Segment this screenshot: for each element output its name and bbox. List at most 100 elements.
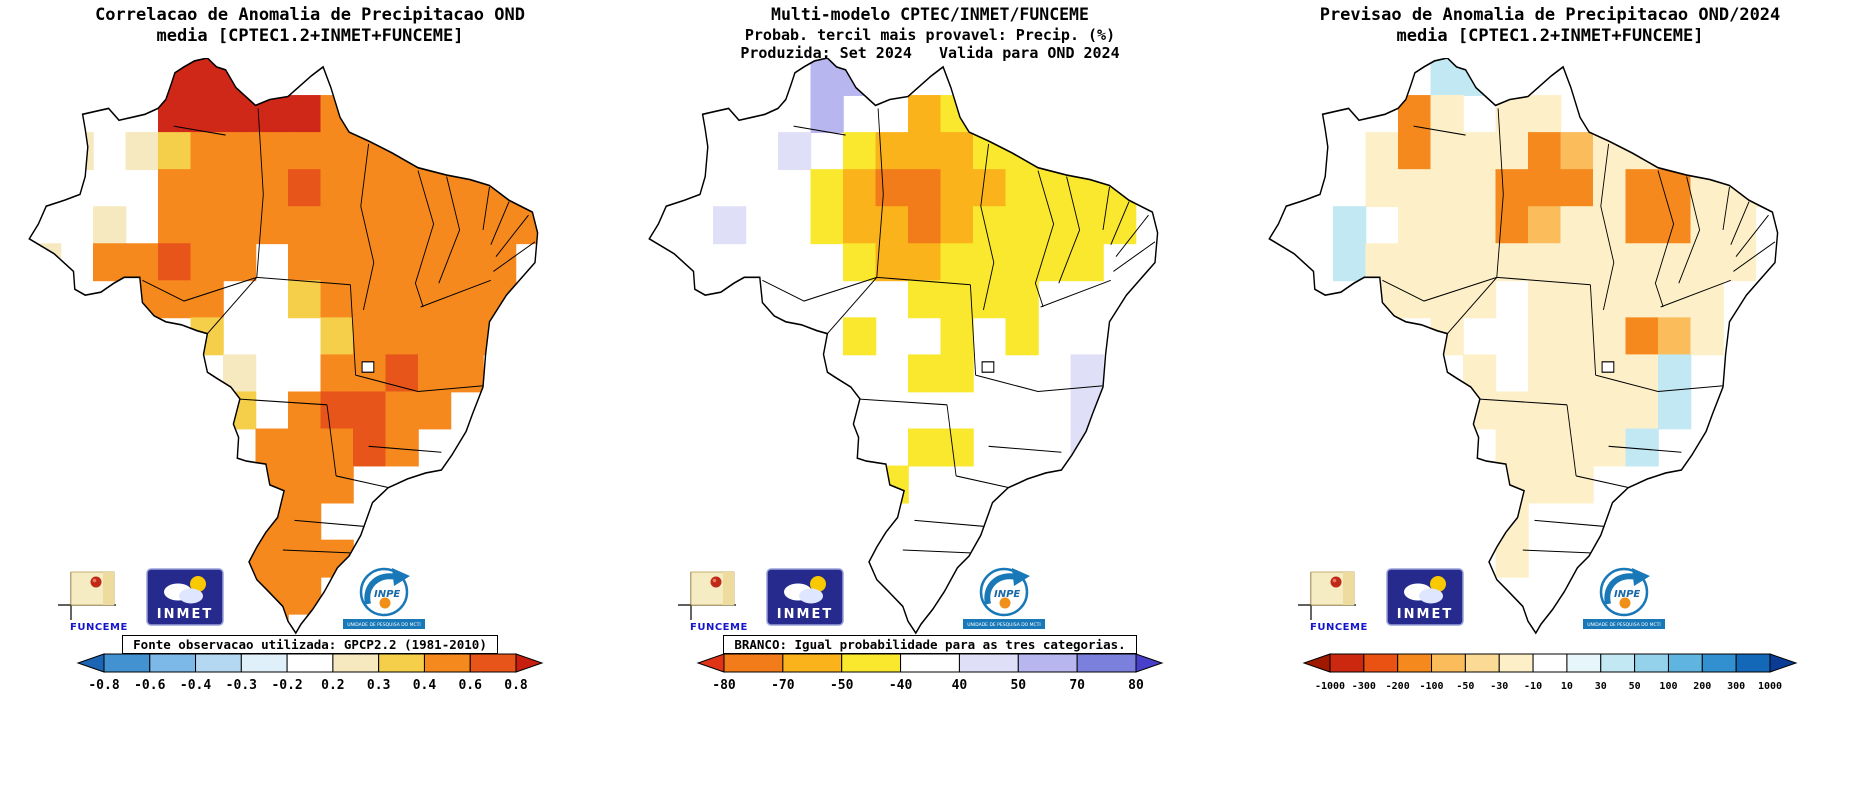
- colorbar-segment: [1600, 653, 1636, 673]
- grid-cell: [1625, 354, 1659, 393]
- grid-cell: [450, 317, 484, 356]
- grid-cell: [1593, 132, 1627, 171]
- grid-cell: [385, 169, 419, 208]
- inpe-orange-dot: [1619, 597, 1631, 609]
- grid-cell: [320, 169, 354, 208]
- grid-cell: [810, 95, 844, 133]
- colorbar-tick-label: -70: [771, 678, 795, 693]
- grid-cell: [1463, 243, 1497, 282]
- inmet-logo: INMET: [766, 568, 844, 630]
- grid-cell: [190, 280, 224, 319]
- state-boundary: [946, 404, 957, 477]
- grid-cell: [288, 169, 322, 208]
- grid-cell: [255, 169, 289, 208]
- funceme-logo-graphic: [58, 571, 116, 620]
- grid-cell: [158, 58, 192, 96]
- grid-cell: [288, 539, 322, 578]
- brazil-map-correlation: [28, 58, 548, 636]
- grid-cell: [843, 132, 877, 171]
- grid-cell: [353, 206, 387, 245]
- funceme-logo: FUNCEME: [58, 570, 128, 633]
- state-boundary: [1413, 125, 1466, 136]
- grid-cell: [713, 206, 747, 245]
- inpe-arrowhead: [392, 568, 410, 586]
- grid-cell: [353, 391, 387, 430]
- colorbar-tick-label: -30: [1490, 681, 1508, 692]
- colorbar-segment: [1431, 653, 1466, 673]
- map-svg: [1268, 58, 1779, 635]
- state-boundary: [1447, 276, 1498, 335]
- grid-cell: [1495, 502, 1529, 541]
- state-boundary: [876, 276, 971, 286]
- cloud-icon: [1419, 588, 1443, 604]
- inmet-label: INMET: [1397, 607, 1453, 622]
- colorbar-tick-label: 1000: [1758, 681, 1782, 692]
- colorbar-forecast: -1000 -300 -200 -100 -50 -30 -10 10 30 50 100 200 30…: [1240, 652, 1860, 698]
- state-boundary: [762, 276, 877, 302]
- grid-cell: [843, 243, 877, 282]
- grid-cell: [483, 132, 517, 171]
- funceme-label: FUNCEME: [690, 622, 748, 633]
- colorbar-tick-label: -0.2: [271, 678, 302, 693]
- grid-cell: [1528, 206, 1562, 245]
- inpe-logo: INPE UNIDADE DE PESQUISA DO MCTI: [1578, 566, 1670, 634]
- grid-cell: [385, 280, 419, 319]
- colorbar-segment: [900, 653, 960, 673]
- logo-row: FUNCEME INMET INPE UNIDADE DE PESQUISA D…: [620, 560, 1240, 642]
- colorbar-segment: [1566, 653, 1602, 673]
- funceme-label: FUNCEME: [1310, 622, 1368, 633]
- grid-cell: [1658, 317, 1692, 356]
- grid-cell: [778, 132, 812, 171]
- colorbar-tick-label: -100: [1419, 681, 1443, 692]
- funceme-label: FUNCEME: [70, 622, 128, 633]
- grid-cell: [320, 317, 354, 356]
- funceme-map-shade: [723, 572, 734, 605]
- inmet-label: INMET: [157, 607, 213, 622]
- grid-cell: [1333, 243, 1367, 282]
- sun-icon: [190, 576, 206, 592]
- grid-cell: [418, 317, 452, 356]
- grid-cell: [1625, 391, 1659, 430]
- grid-cell: [1038, 243, 1072, 282]
- grid-cell: [418, 132, 452, 171]
- funceme-map-shade: [1343, 572, 1354, 605]
- colorbar-tick-label: -50: [1456, 681, 1474, 692]
- grid-cell: [320, 243, 354, 282]
- colorbar-svg: -0.8 -0.6 -0.4 -0.3 -0.2 0.2 0.3 0.4 0.6 0.8: [76, 653, 544, 693]
- grid-cell: [1560, 391, 1594, 430]
- grid-cell: [320, 132, 354, 171]
- grid-cell: [1560, 169, 1594, 208]
- grid-cell: [1593, 243, 1627, 282]
- panel-title-forecast: Previsao de Anomalia de Precipitacao OND…: [1240, 0, 1860, 48]
- state-boundary: [1113, 241, 1156, 272]
- colorbar-segment: [1735, 653, 1771, 673]
- grid-cell: [418, 354, 452, 393]
- colorbar-tick-label: -200: [1386, 681, 1410, 692]
- inpe-swoosh: [984, 573, 1017, 605]
- inmet-logo: INMET: [1386, 568, 1464, 630]
- grid-cell: [1593, 206, 1627, 245]
- grid-cell: [255, 465, 289, 504]
- title-line: Probab. tercil mais provavel: Precip. (%…: [744, 25, 1116, 44]
- colorbar-tick-label: 50: [1010, 678, 1026, 693]
- title-line: Previsao de Anomalia de Precipitacao OND…: [1319, 5, 1781, 25]
- grid-cell: [940, 428, 974, 467]
- state-boundary: [414, 170, 435, 308]
- grid-cell: [1560, 465, 1594, 504]
- grid-cell: [483, 280, 517, 319]
- inmet-label: INMET: [777, 607, 833, 622]
- grid-cell: [1528, 317, 1562, 356]
- grid-cell: [1398, 206, 1432, 245]
- grid-cell: [1560, 206, 1594, 245]
- state-boundary: [975, 374, 1039, 392]
- cloud-icon: [799, 588, 823, 604]
- grid-cell: [1463, 465, 1497, 504]
- grid-cell: [385, 206, 419, 245]
- grid-cell: [223, 391, 257, 430]
- grid-cell: [320, 354, 354, 393]
- map-svg: [648, 58, 1159, 635]
- grid-cell: [1495, 169, 1529, 208]
- map-caption-probability: BRANCO: Igual probabilidade para as tres…: [620, 634, 1240, 654]
- grid-cell: [255, 539, 289, 578]
- state-boundary: [1475, 398, 1568, 406]
